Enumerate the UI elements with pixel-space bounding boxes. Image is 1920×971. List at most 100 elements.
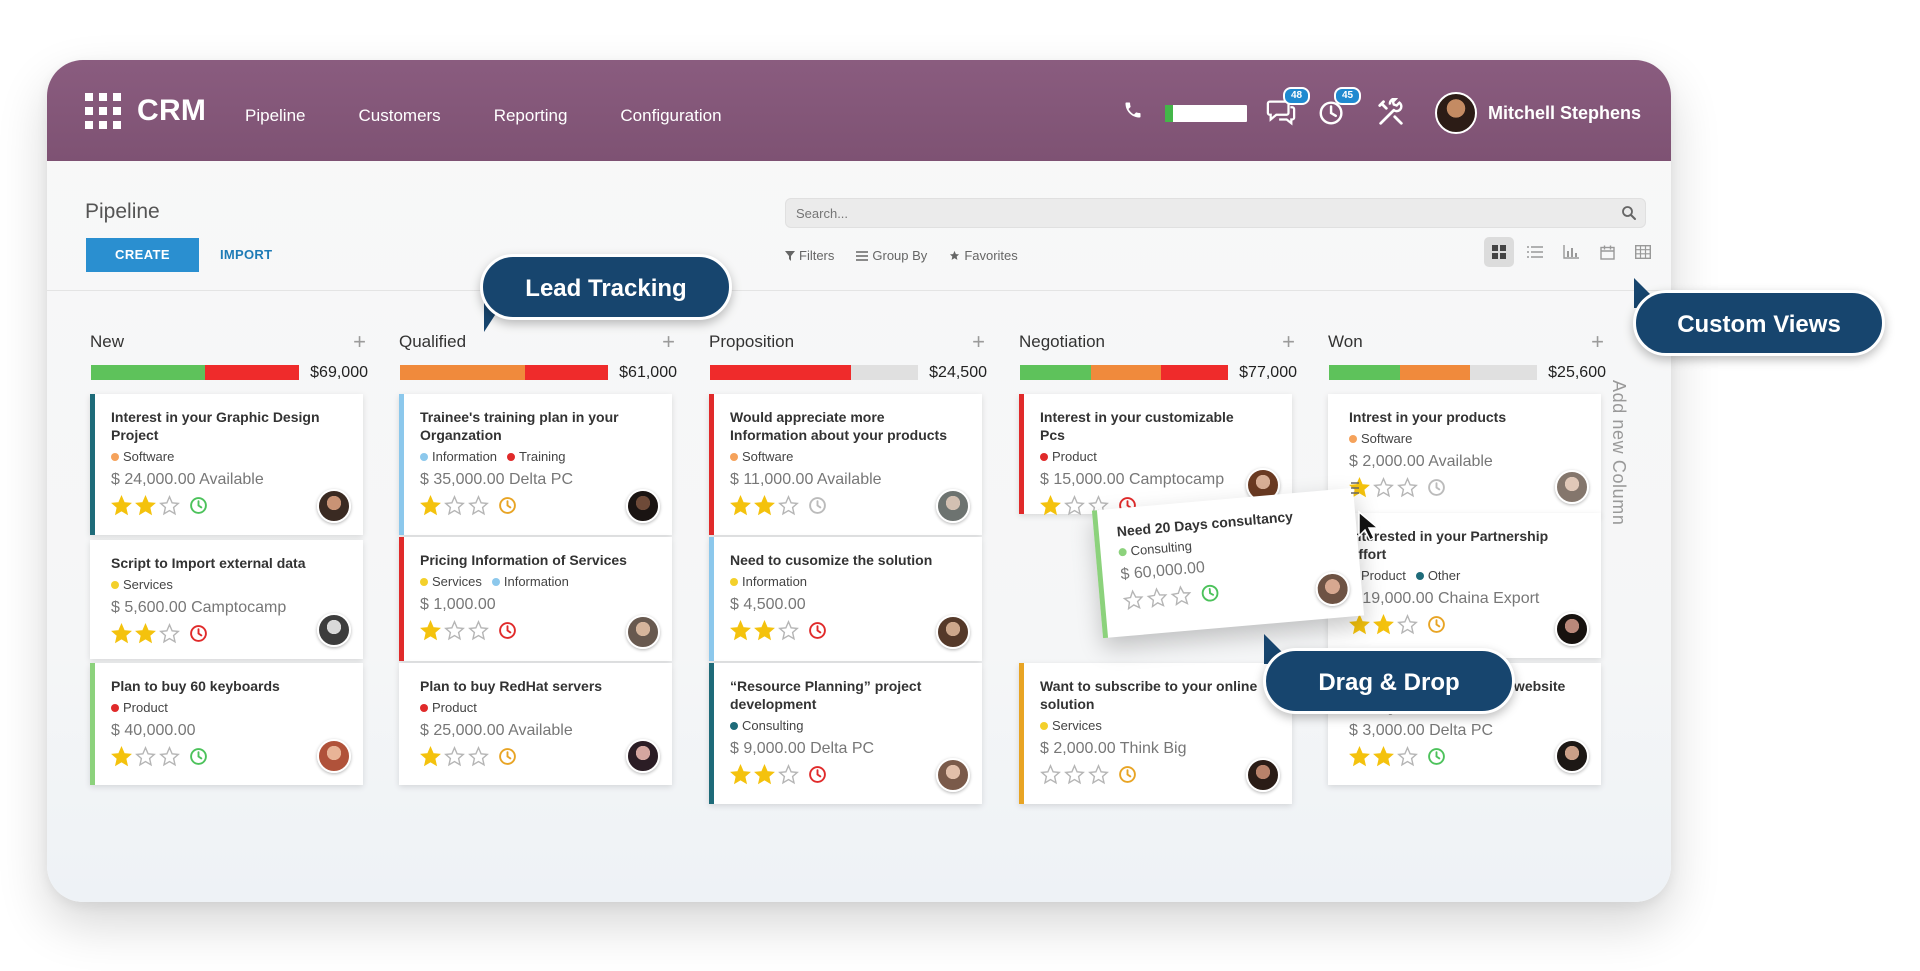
- kanban-card[interactable]: Interest in your customizable Pcs Product…: [1019, 394, 1292, 516]
- add-new-column[interactable]: Add new Column: [1609, 380, 1629, 526]
- star-filled-icon[interactable]: [111, 495, 132, 516]
- star-filled-icon[interactable]: [754, 495, 775, 516]
- star-filled-icon[interactable]: [754, 764, 775, 785]
- progress-segment[interactable]: [710, 365, 852, 380]
- kanban-card[interactable]: Trainee's training plan in your Organzat…: [399, 394, 672, 535]
- kanban-card[interactable]: Plan to buy RedHat servers Product $ 25,00…: [399, 663, 672, 785]
- star-filled-icon[interactable]: [135, 495, 156, 516]
- star-filled-icon[interactable]: [1349, 614, 1370, 635]
- star-empty-icon[interactable]: [468, 620, 489, 641]
- add-card-button[interactable]: +: [662, 329, 675, 354]
- star-empty-icon[interactable]: [1397, 746, 1418, 767]
- user-name[interactable]: Mitchell Stephens: [1488, 103, 1642, 123]
- star-empty-icon[interactable]: [468, 495, 489, 516]
- activity-clock-icon[interactable]: [189, 624, 208, 643]
- import-button[interactable]: IMPORT: [220, 247, 273, 262]
- column-progress-bar[interactable]: [1020, 365, 1228, 380]
- column-title[interactable]: Proposition: [709, 332, 795, 351]
- progress-segment[interactable]: [1329, 365, 1400, 380]
- tools-icon[interactable]: [1376, 98, 1406, 128]
- activity-clock-icon[interactable]: [1118, 765, 1137, 784]
- add-card-button[interactable]: +: [1282, 329, 1295, 354]
- kanban-card[interactable]: Intrest in your products Software $ 2,000.…: [1328, 394, 1601, 516]
- activity-clock-icon[interactable]: [1427, 615, 1446, 634]
- star-empty-icon[interactable]: [444, 746, 465, 767]
- star-empty-icon[interactable]: [444, 620, 465, 641]
- star-empty-icon[interactable]: [1397, 477, 1418, 498]
- activity-clock-icon[interactable]: [189, 496, 208, 515]
- star-filled-icon[interactable]: [111, 746, 132, 767]
- activity-clock-icon[interactable]: [808, 765, 827, 784]
- dragged-card[interactable]: Need 20 Days consultancy Consulting $ 60…: [1091, 487, 1365, 639]
- kanban-card[interactable]: Script to Import external data Services $ …: [90, 540, 363, 659]
- calendar-view-button[interactable]: [1592, 237, 1622, 267]
- graph-view-button[interactable]: [1556, 237, 1586, 267]
- star-empty-icon[interactable]: [1373, 477, 1394, 498]
- star-empty-icon[interactable]: [778, 764, 799, 785]
- progress-segment[interactable]: [1020, 365, 1091, 380]
- progress-segment[interactable]: [91, 365, 206, 380]
- star-filled-icon[interactable]: [420, 620, 441, 641]
- star-empty-icon[interactable]: [1146, 586, 1169, 609]
- kanban-card[interactable]: “Resource Planning” project development C…: [709, 663, 982, 804]
- kanban-card[interactable]: Interest in your Graphic Design Project S…: [90, 394, 363, 535]
- star-filled-icon[interactable]: [420, 495, 441, 516]
- column-title[interactable]: New: [90, 332, 125, 351]
- search-box[interactable]: [785, 198, 1646, 228]
- activity-clock-icon[interactable]: [498, 621, 517, 640]
- search-icon[interactable]: [1621, 205, 1637, 221]
- star-empty-icon[interactable]: [1170, 584, 1193, 607]
- add-card-button[interactable]: +: [972, 329, 985, 354]
- nav-customers[interactable]: Customers: [358, 106, 441, 125]
- star-empty-icon[interactable]: [444, 495, 465, 516]
- progress-segment[interactable]: [400, 365, 525, 380]
- column-title[interactable]: Qualified: [399, 332, 467, 351]
- nav-reporting[interactable]: Reporting: [493, 106, 568, 125]
- star-empty-icon[interactable]: [1040, 764, 1061, 785]
- progress-segment[interactable]: [1161, 365, 1228, 380]
- star-filled-icon[interactable]: [754, 620, 775, 641]
- column-progress-bar[interactable]: [1329, 365, 1537, 380]
- nav-configuration[interactable]: Configuration: [620, 106, 722, 125]
- pivot-view-button[interactable]: [1628, 237, 1658, 267]
- kanban-card[interactable]: Interested in your Partnership Effort Pro…: [1328, 513, 1601, 658]
- progress-segment[interactable]: [1399, 365, 1471, 380]
- activity-clock-icon[interactable]: [498, 496, 517, 515]
- star-empty-icon[interactable]: [159, 495, 180, 516]
- kanban-card[interactable]: Plan to buy 60 keyboards Product $ 40,000.…: [90, 663, 363, 785]
- add-card-button[interactable]: +: [353, 329, 366, 354]
- apps-grid-icon[interactable]: [85, 93, 121, 129]
- star-empty-icon[interactable]: [1064, 495, 1085, 516]
- star-filled-icon[interactable]: [135, 623, 156, 644]
- search-input[interactable]: [786, 199, 1645, 227]
- list-view-button[interactable]: [1520, 237, 1550, 267]
- user-avatar[interactable]: [1435, 92, 1477, 134]
- activity-clock-icon[interactable]: [808, 496, 827, 515]
- star-empty-icon[interactable]: [1088, 764, 1109, 785]
- star-filled-icon[interactable]: [111, 623, 132, 644]
- star-filled-icon[interactable]: [730, 495, 751, 516]
- star-empty-icon[interactable]: [778, 495, 799, 516]
- star-filled-icon[interactable]: [730, 620, 751, 641]
- star-filled-icon[interactable]: [1373, 746, 1394, 767]
- star-empty-icon[interactable]: [1064, 764, 1085, 785]
- kanban-view-button[interactable]: [1484, 237, 1514, 267]
- phone-icon[interactable]: [1123, 100, 1143, 120]
- column-title[interactable]: Negotiation: [1019, 332, 1106, 351]
- activity-clock-icon[interactable]: [1200, 583, 1221, 604]
- star-empty-icon[interactable]: [1397, 614, 1418, 635]
- kanban-card[interactable]: Want to subscribe to your online solutio…: [1019, 663, 1292, 804]
- activity-clock-icon[interactable]: [808, 621, 827, 640]
- star-empty-icon[interactable]: [1122, 589, 1145, 612]
- drag-handle-icon[interactable]: [1350, 481, 1360, 495]
- kanban-card[interactable]: Pricing Information of Services Services I…: [399, 537, 672, 661]
- activity-clock-icon[interactable]: [1317, 98, 1347, 128]
- progress-segment[interactable]: [1090, 365, 1162, 380]
- progress-segment[interactable]: [205, 365, 299, 380]
- activity-clock-icon[interactable]: [1427, 747, 1446, 766]
- add-card-button[interactable]: +: [1591, 329, 1604, 354]
- star-empty-icon[interactable]: [159, 623, 180, 644]
- create-button[interactable]: CREATE: [86, 238, 199, 272]
- column-progress-bar[interactable]: [91, 365, 299, 380]
- star-filled-icon[interactable]: [730, 764, 751, 785]
